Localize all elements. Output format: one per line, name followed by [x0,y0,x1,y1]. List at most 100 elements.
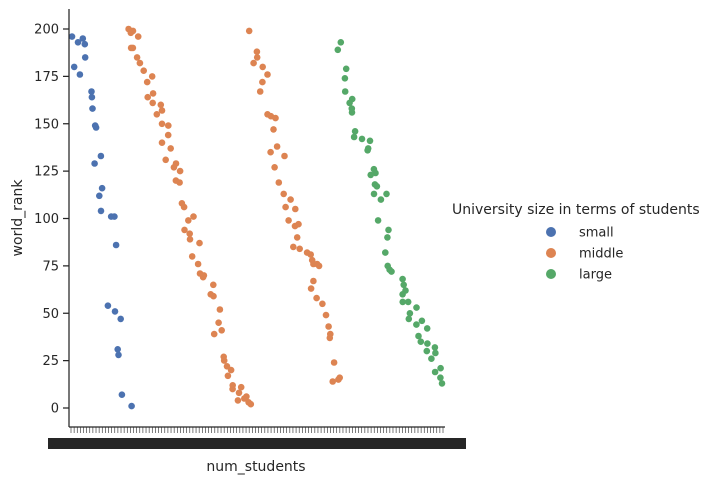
y-tick-label: 25 [42,354,59,369]
data-point-large [423,325,431,332]
data-point-large [341,75,349,82]
data-point-middle [253,48,261,55]
data-point-middle [224,372,232,380]
legend-marker-large [546,269,556,279]
data-point-middle [250,59,257,67]
data-point-middle [136,59,144,67]
data-point-large [431,344,439,351]
data-point-middle [270,126,277,133]
y-tick-label: 125 [34,165,59,180]
data-point-middle [234,397,242,404]
data-point-large [348,109,356,116]
data-point-middle [148,73,156,80]
data-point-large [367,171,375,179]
data-point-middle [210,281,217,289]
data-point-large [388,268,395,275]
data-point-middle [319,300,326,308]
x-tick-label-first: 2 [50,437,58,452]
data-point-large [382,249,389,256]
data-point-small [115,351,122,359]
data-point-large [373,183,381,190]
data-point-middle [127,29,135,37]
data-point-large [342,65,350,73]
data-point-small [81,54,89,61]
data-point-middle [210,330,218,338]
data-point-large [346,99,353,107]
data-point-large [423,347,431,355]
data-point-large [399,291,406,298]
data-point-small [128,402,135,410]
y-tick-label: 100 [34,212,59,227]
data-point-middle [259,78,266,86]
data-point-middle [194,260,202,268]
legend-label-small: small [579,226,614,241]
data-point-middle [310,277,317,285]
data-point-middle [235,389,243,397]
data-point-large [366,137,374,145]
data-point-middle [271,164,278,171]
data-point-large [358,135,366,143]
legend-entries: small middle large [546,226,623,283]
data-point-middle [149,90,157,97]
data-point-large [413,304,420,311]
data-point-middle [313,294,320,302]
data-point-small [117,315,124,323]
data-point-large [370,190,378,198]
data-point-small [98,184,106,192]
data-point-middle [196,239,203,247]
data-point-middle [164,131,172,139]
data-point-large [437,374,444,382]
data-point-large [424,340,431,347]
data-point-middle [264,71,271,78]
data-point-middle [259,63,267,71]
data-point-middle [188,253,196,260]
data-point-middle [220,357,228,364]
data-point-middle [307,285,315,292]
data-point-large [437,364,444,372]
data-point-small [81,40,89,48]
data-point-small [91,160,98,167]
legend-label-large: large [579,268,612,283]
data-point-small [89,105,96,112]
data-point-large [383,190,390,198]
data-point-middle [322,311,330,319]
data-point-middle [158,107,166,114]
data-point-large [351,128,359,135]
data-point-middle [267,148,274,156]
data-point-middle [162,156,169,164]
data-point-middle [140,67,147,74]
x-tick-label-last: 0 [456,437,464,452]
data-point-middle [185,217,192,224]
y-tick-label: 0 [51,402,59,417]
legend-title: University size in terms of students [452,202,700,218]
data-point-large [377,196,385,203]
y-tick-label: 75 [42,259,59,274]
data-point-middle [186,230,193,237]
data-point-middle [315,262,323,270]
data-point-middle [149,99,156,107]
data-point-middle [180,203,188,211]
data-point-middle [158,139,166,146]
data-point-middle [176,179,183,186]
data-point-middle [237,383,245,391]
data-point-middle [292,205,299,213]
data-points [68,25,446,410]
data-point-small [76,71,84,78]
data-point-small [68,33,76,40]
data-point-middle [287,196,294,203]
data-point-middle [227,366,235,374]
data-point-large [418,317,426,325]
data-point-large [400,281,408,289]
data-point-small [104,302,112,310]
data-point-small [74,39,82,46]
y-axis-title: world_rank [10,179,26,257]
data-point-small [114,346,121,353]
data-point-middle [153,111,161,118]
data-point-middle [245,27,253,35]
data-point-small [111,213,118,220]
data-point-middle [181,226,188,234]
data-point-middle [158,120,166,128]
data-point-large [431,368,439,376]
